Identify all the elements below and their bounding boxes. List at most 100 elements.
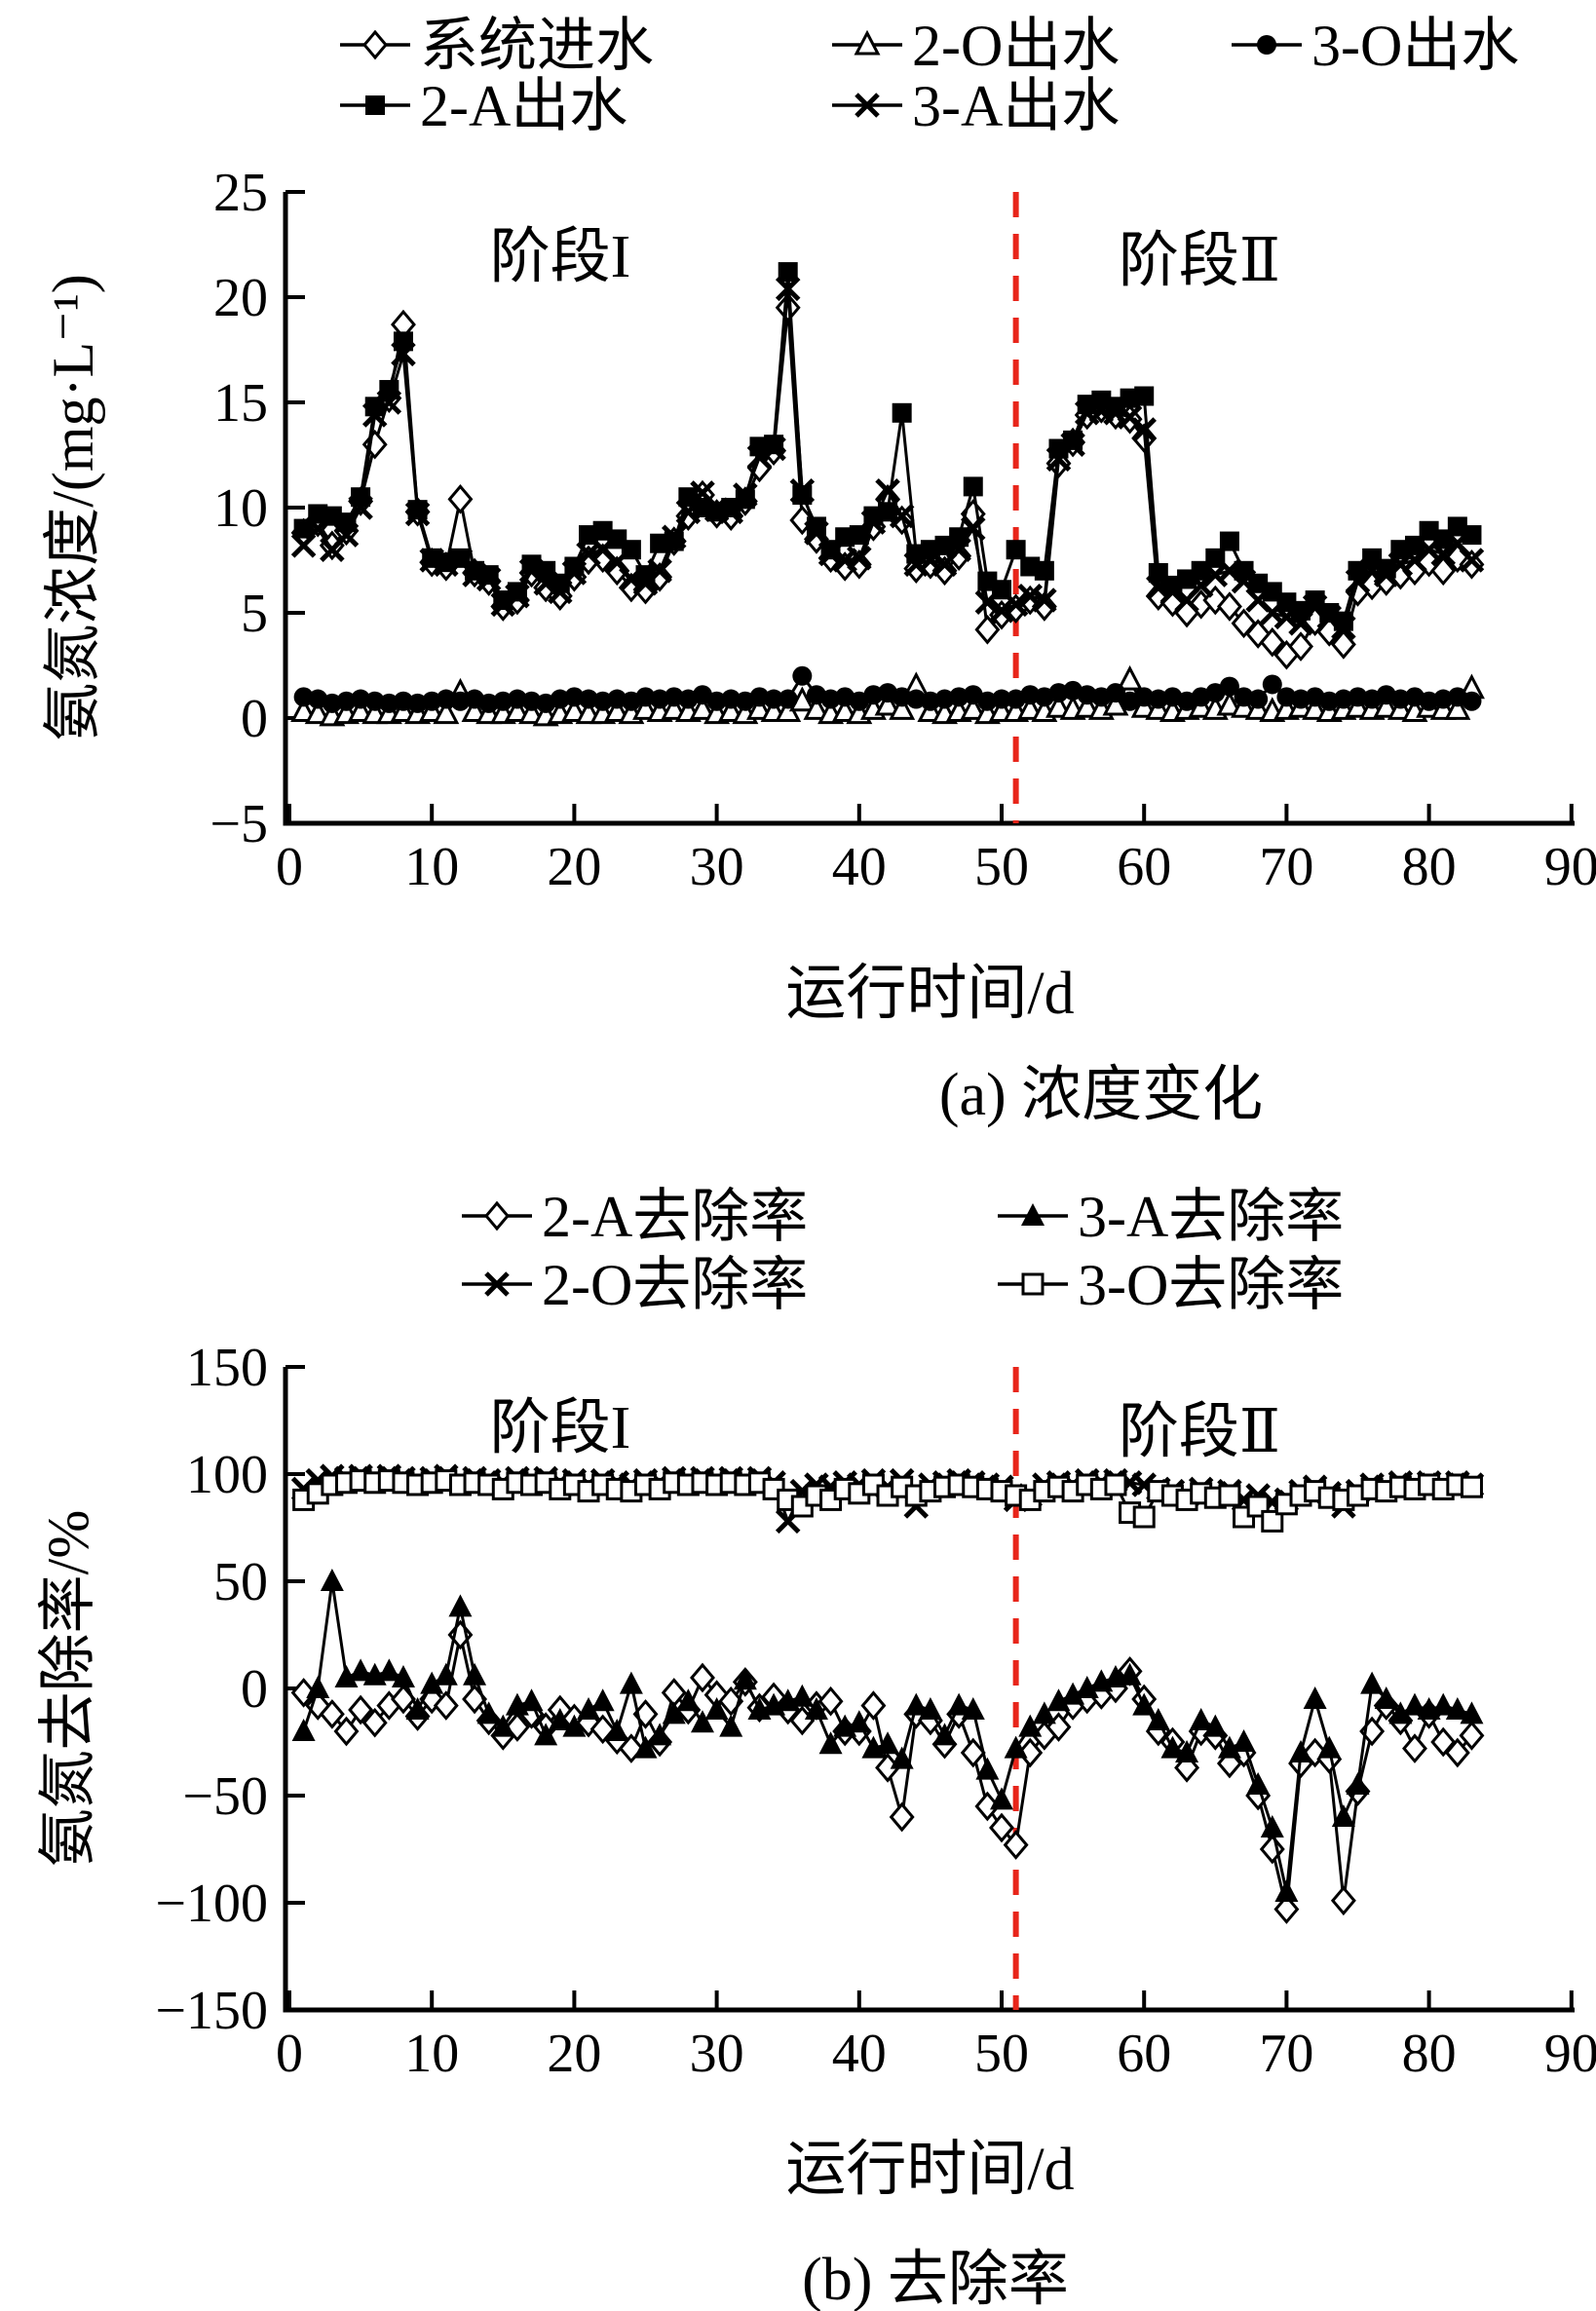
- x-cross-icon: [804, 520, 829, 546]
- filled-square-icon: [1219, 531, 1239, 551]
- filled-triangle-icon: [562, 1714, 587, 1737]
- filled-circle-icon: [1105, 683, 1125, 703]
- open-triangle-icon: [960, 695, 987, 720]
- x-tick-label: 40: [832, 2024, 887, 2084]
- filled-circle-icon: [592, 691, 613, 711]
- x-cross-icon: [847, 546, 872, 571]
- x-cross-icon: [1273, 604, 1300, 630]
- filled-triangle-icon: [448, 1594, 473, 1617]
- x-cross-icon: [419, 548, 444, 573]
- x-cross-icon: [974, 589, 1001, 615]
- x-cross-icon: [1131, 417, 1157, 442]
- x-cross-icon: [946, 537, 971, 562]
- series-effluent-2o: [290, 664, 1485, 727]
- filled-triangle-icon: [590, 1688, 615, 1712]
- x-cross-icon: [1331, 615, 1356, 640]
- filled-circle-icon: [436, 689, 456, 709]
- x-cross-icon: [404, 501, 431, 527]
- filled-circle-icon: [564, 687, 585, 707]
- x-cross-icon: [1103, 400, 1128, 426]
- filled-triangle-icon: [391, 1665, 415, 1687]
- x-cross-icon: [561, 560, 588, 586]
- filled-circle-icon: [863, 685, 884, 705]
- filled-triangle-icon: [476, 1701, 501, 1724]
- filled-triangle-icon: [1260, 1815, 1284, 1837]
- x-cross-icon: [1345, 568, 1371, 594]
- filled-circle-icon: [293, 687, 314, 707]
- x-cross-icon: [918, 548, 943, 573]
- filled-triangle-icon: [1388, 1701, 1413, 1724]
- filled-triangle-icon: [320, 1569, 344, 1591]
- open-square-icon: [1132, 1505, 1156, 1529]
- x-cross-icon: [675, 499, 702, 525]
- filled-triangle-icon: [876, 1731, 900, 1755]
- legend-item-effluent-3o: 3-O出水: [1232, 14, 1519, 78]
- x-cross-icon: [1060, 432, 1085, 457]
- x-cross-icon: [447, 548, 474, 573]
- filled-square-icon: [478, 565, 499, 586]
- panel-a-y-axis-title: 氨氮浓度/(mg·L⁻¹): [41, 274, 105, 741]
- filled-triangle-icon: [534, 1723, 558, 1746]
- open-diamond-icon: [484, 1200, 510, 1231]
- series-removal-3o: [292, 1469, 1483, 1533]
- open-triangle-icon: [518, 699, 546, 725]
- panel-b-y-axis-title: 氨氮去除率/%: [36, 1509, 100, 1868]
- x-cross-icon: [333, 522, 360, 548]
- x-cross-icon: [960, 515, 986, 542]
- open-triangle-icon: [1373, 692, 1400, 718]
- x-cross-icon: [1032, 587, 1057, 613]
- y-tick-label: 25: [213, 163, 268, 223]
- legend-item-influent: 系统进水: [340, 14, 654, 78]
- filled-triangle-icon: [1360, 1671, 1385, 1694]
- x-cross-icon: [376, 390, 402, 415]
- stage-label-2: 阶段Ⅱ: [1118, 1399, 1281, 1465]
- open-diamond-icon: [1017, 1737, 1044, 1768]
- open-square-icon: [1218, 1484, 1241, 1507]
- x-tick-label: 50: [974, 837, 1029, 897]
- filled-triangle-icon: [1075, 1676, 1099, 1698]
- filled-circle-icon: [1134, 687, 1155, 707]
- filled-triangle-icon: [349, 1658, 373, 1682]
- filled-circle-icon: [992, 689, 1011, 709]
- series-effluent-3a: [290, 276, 1485, 640]
- filled-square-icon: [1006, 540, 1026, 560]
- x-cross-icon: [761, 436, 786, 462]
- open-diamond-icon: [319, 1699, 345, 1729]
- filled-triangle-icon: [1004, 1735, 1028, 1759]
- open-triangle-icon: [803, 695, 830, 720]
- open-triangle-icon: [290, 697, 318, 723]
- legend-label: 3-O去除率: [1078, 1253, 1344, 1317]
- x-tick-label: 70: [1259, 837, 1313, 897]
- filled-triangle-icon: [990, 1787, 1013, 1810]
- legend-item-effluent-2o: 2-O出水: [832, 14, 1120, 78]
- legend-label: 2-O出水: [912, 14, 1120, 78]
- filled-circle-icon: [1333, 689, 1353, 709]
- filled-circle-icon: [778, 689, 798, 709]
- filled-circle-icon: [507, 689, 527, 709]
- filled-circle-icon: [393, 691, 413, 711]
- x-cross-icon: [775, 276, 801, 302]
- x-cross-icon: [903, 551, 930, 578]
- x-cross-icon: [462, 562, 487, 587]
- filled-triangle-icon: [1374, 1686, 1398, 1709]
- filled-circle-icon: [1248, 689, 1269, 709]
- open-diamond-icon: [889, 1801, 915, 1833]
- x-cross-icon: [1387, 551, 1414, 578]
- filled-triangle-icon: [291, 1719, 316, 1741]
- filled-triangle-icon: [463, 1662, 487, 1686]
- open-diamond-icon: [1003, 1830, 1029, 1860]
- filled-circle-icon: [607, 689, 627, 709]
- filled-triangle-icon: [1445, 1697, 1469, 1720]
- filled-circle-icon: [1433, 689, 1454, 709]
- filled-circle-icon: [635, 687, 656, 707]
- y-tick-label: 5: [241, 584, 268, 644]
- filled-triangle-icon: [975, 1757, 1000, 1780]
- filled-triangle-icon: [1132, 1692, 1157, 1716]
- filled-circle-icon: [1348, 687, 1368, 707]
- x-cross-icon: [1131, 1472, 1157, 1497]
- filled-triangle-icon: [519, 1688, 544, 1712]
- x-tick-label: 30: [690, 837, 744, 897]
- open-diamond-icon: [1430, 555, 1457, 587]
- filled-square-icon: [1462, 525, 1482, 546]
